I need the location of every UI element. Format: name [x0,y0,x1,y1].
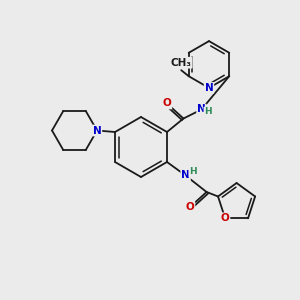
Text: N: N [205,83,213,93]
Text: H: H [189,167,197,176]
Text: N: N [93,125,101,136]
Text: CH₃: CH₃ [171,58,192,68]
Text: H: H [204,107,212,116]
Text: N: N [197,104,206,115]
Text: O: O [221,213,230,223]
Text: O: O [186,202,194,212]
Text: O: O [163,98,171,109]
Text: N: N [181,170,190,181]
